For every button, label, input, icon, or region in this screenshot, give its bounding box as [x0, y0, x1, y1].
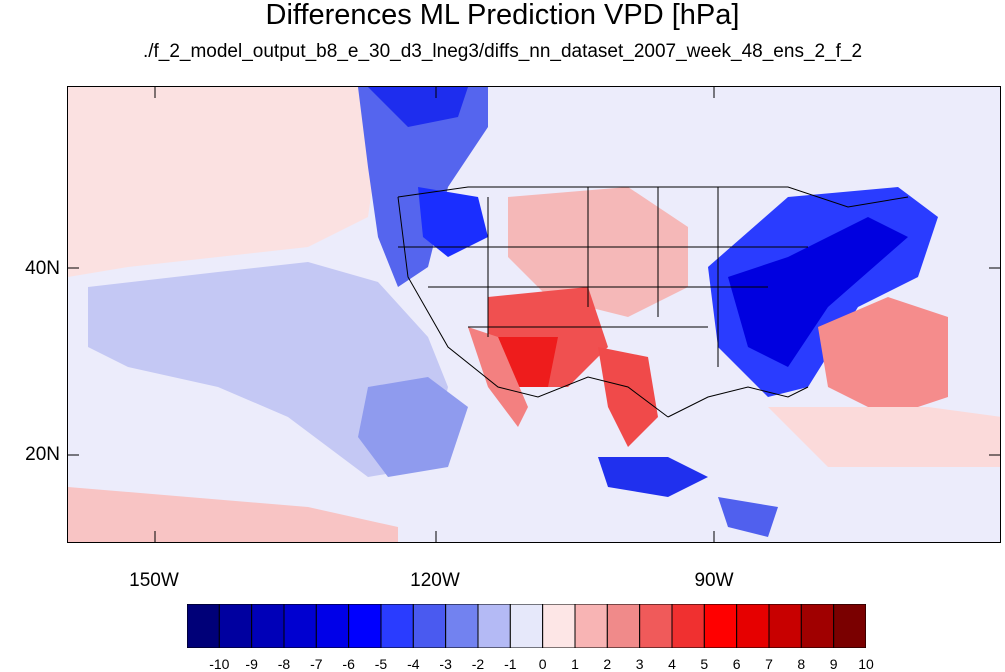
- south-pacific-pink: [68, 487, 398, 542]
- colorbar-box: [509, 603, 544, 649]
- pacific-blue-patch: [358, 377, 468, 477]
- colorbar-box: [348, 603, 382, 649]
- canada-blue-strong: [368, 87, 468, 127]
- colorbar-box: [574, 603, 608, 649]
- caribbean-blue: [598, 457, 708, 497]
- colorbar-tick-label: 10: [858, 656, 874, 672]
- colorbar-box: [606, 603, 641, 649]
- colorbar-box: [251, 603, 285, 649]
- colorbar-box: [800, 603, 835, 649]
- map-panel: [67, 86, 1001, 543]
- colorbar-tick-label: -6: [342, 656, 355, 672]
- colorbar-tick-label: 3: [635, 656, 644, 672]
- colorbar-box: [218, 603, 253, 649]
- colorbar-tick-label: -4: [407, 656, 420, 672]
- difference-field: [68, 87, 1000, 542]
- canada-blue: [358, 87, 488, 287]
- colorbar-box: [283, 603, 317, 649]
- colorbar-box: [542, 603, 576, 649]
- eastern-us-blue-strong: [728, 217, 908, 367]
- colorbar-boxes: [186, 603, 867, 649]
- mexico-red: [598, 347, 658, 447]
- colorbar: [186, 603, 867, 649]
- colorbar-tick-label: -10: [209, 656, 230, 672]
- colorbar-tick-label: -3: [439, 656, 452, 672]
- colorbar-box: [477, 603, 511, 649]
- colorbar-box: [703, 603, 738, 649]
- colorbar-tick-label: -5: [374, 656, 388, 672]
- colorbar-box: [833, 603, 867, 649]
- colorbar-tick-label: 6: [732, 656, 741, 672]
- colorbar-box: [736, 603, 770, 649]
- map-subtitle: ./f_2_model_output_b8_e_30_d3_lneg3/diff…: [142, 41, 863, 62]
- colorbar-tick-label: 4: [668, 656, 676, 672]
- lon-label-150w: 150W: [129, 570, 179, 591]
- northwest-blue-strong: [418, 187, 488, 257]
- colorbar-box: [412, 603, 447, 649]
- lon-label-90w: 90W: [694, 570, 734, 591]
- colorbar-box: [768, 603, 802, 649]
- atlantic-pink: [768, 407, 1000, 467]
- colorbar-tick-label: -7: [310, 656, 323, 672]
- colorbar-tick-label: -1: [504, 656, 517, 672]
- lon-label-120w: 120W: [410, 570, 460, 591]
- colorbar-tick-label: -8: [277, 656, 291, 672]
- colorbar-tick-label: 9: [829, 656, 838, 672]
- colorbar-box: [380, 603, 414, 649]
- colorbar-box: [315, 603, 350, 649]
- baja-red: [468, 327, 528, 427]
- colorbar-tick-label: 0: [538, 656, 547, 672]
- atlantic-red: [818, 297, 948, 417]
- colorbar-tick-label: 2: [603, 656, 612, 672]
- colorbar-tick-label: -2: [471, 656, 485, 672]
- colorbar-tick-label: 8: [797, 656, 806, 672]
- colorbar-tick-label: 5: [700, 656, 709, 672]
- colorbar-box: [445, 603, 479, 649]
- lat-label-20n: 20N: [25, 444, 60, 465]
- colorbar-tick-label: -9: [245, 656, 258, 672]
- colorbar-box: [186, 603, 220, 649]
- pacific-blue-band: [88, 262, 448, 477]
- lat-label-40n: 40N: [25, 258, 60, 279]
- central-america-blue: [718, 497, 778, 537]
- colorbar-tick-label: 7: [765, 656, 773, 672]
- borders: [397, 186, 909, 418]
- map-title: Differences ML Prediction VPD [hPa]: [265, 0, 740, 31]
- central-us-pink: [508, 187, 688, 317]
- colorbar-box: [671, 603, 705, 649]
- colorbar-box: [639, 603, 673, 649]
- pacific-north-pink: [68, 87, 378, 277]
- colorbar-tick-label: 1: [571, 656, 579, 672]
